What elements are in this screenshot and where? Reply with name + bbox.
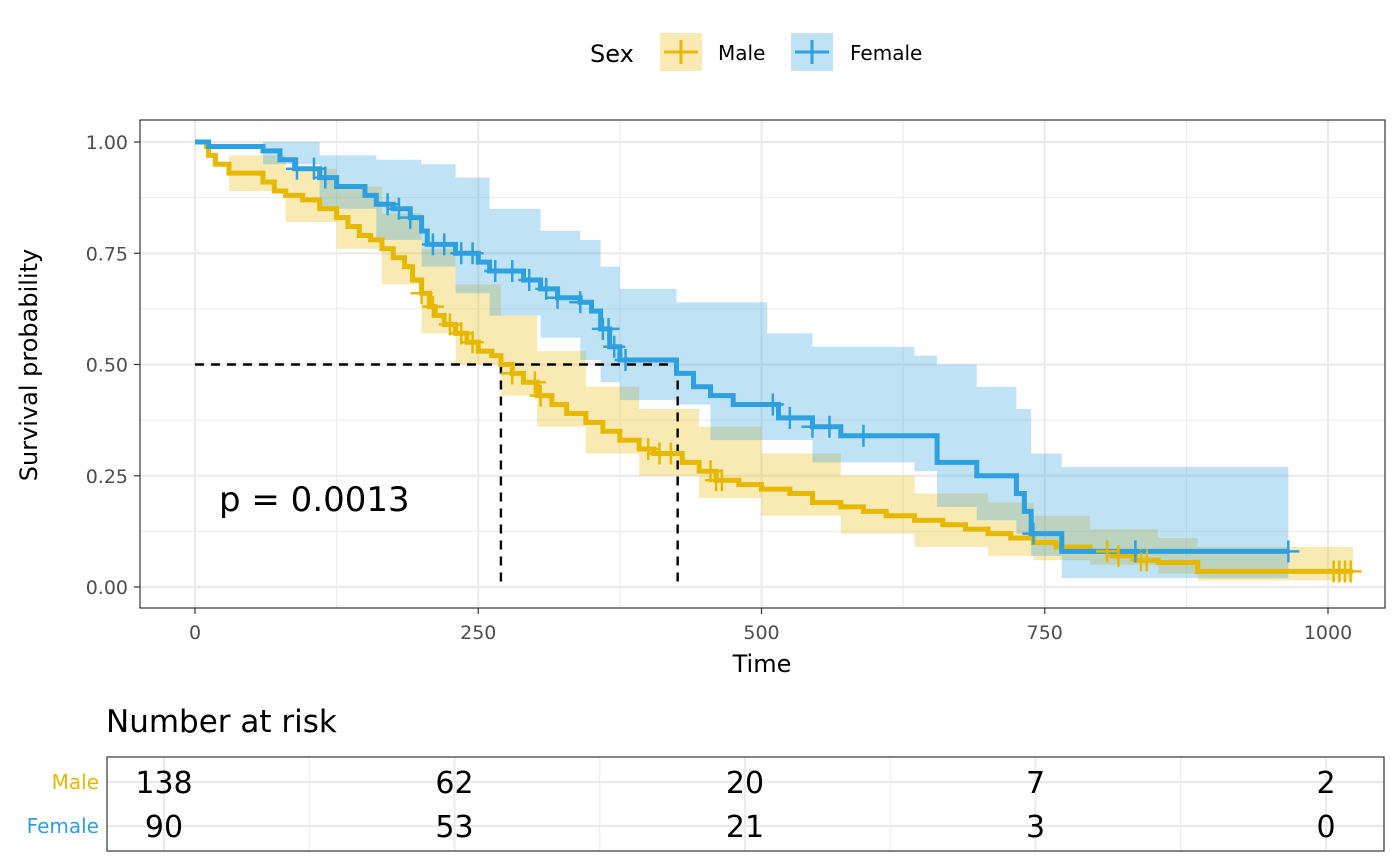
risk-table-title: Number at risk xyxy=(106,704,337,740)
censor-mark-female xyxy=(376,193,399,216)
plot-panel xyxy=(139,119,1386,609)
y-axis: 0.00 0.25 0.50 0.75 1.00 xyxy=(86,132,140,599)
censor-mark-female xyxy=(603,335,626,358)
censor-mark-female xyxy=(501,260,524,283)
censor-mark-female xyxy=(433,233,456,256)
legend-item-male: Male xyxy=(660,33,765,71)
censor-mark-male xyxy=(410,282,433,305)
censor-mark-male xyxy=(699,460,722,483)
censor-mark-female xyxy=(518,268,541,291)
risk-table: Number at risk 138 62 20 7 2 90 53 21 3 0 Male Fem… xyxy=(27,704,1385,852)
risk-count-male: 7 xyxy=(1026,766,1045,801)
risk-count-female: 3 xyxy=(1026,810,1045,845)
censor-mark-male xyxy=(438,313,461,336)
censor-mark-female xyxy=(569,291,592,314)
censor-mark-male xyxy=(1135,549,1158,572)
censor-mark-female xyxy=(597,317,620,340)
risk-count-female: 90 xyxy=(145,810,183,845)
censor-mark-female xyxy=(818,415,841,438)
censor-mark-female xyxy=(387,197,410,220)
censor-mark-female xyxy=(852,424,875,447)
censor-mark-female xyxy=(1277,540,1300,563)
risk-count-male: 138 xyxy=(135,766,192,801)
legend: Sex Male Female xyxy=(590,33,922,71)
censor-mark-female xyxy=(1124,540,1147,563)
y-tick-label: 0.00 xyxy=(86,577,128,599)
censor-mark-male xyxy=(1107,544,1130,567)
y-tick-label: 0.50 xyxy=(86,355,128,377)
legend-label-male: Male xyxy=(718,41,765,65)
censor-mark-female xyxy=(761,393,784,416)
legend-title: Sex xyxy=(590,40,634,68)
x-tick-label: 1000 xyxy=(1304,622,1352,644)
y-tick-label: 0.25 xyxy=(86,466,128,488)
y-tick-label: 0.75 xyxy=(86,243,128,265)
censor-mark-male xyxy=(461,331,484,354)
censor-mark-female xyxy=(535,277,558,300)
censor-mark-female xyxy=(614,349,637,372)
y-tick-label: 1.00 xyxy=(86,132,128,154)
censor-mark-male xyxy=(637,438,660,461)
risk-count-female: 0 xyxy=(1316,810,1335,845)
censor-mark-male xyxy=(529,384,552,407)
censor-mark-male xyxy=(710,469,733,492)
survival-curve-male xyxy=(195,139,1353,574)
risk-count-male: 20 xyxy=(726,766,764,801)
risk-row-label-female: Female xyxy=(27,814,99,838)
censor-mark-female xyxy=(778,406,801,429)
legend-item-female: Female xyxy=(791,33,922,71)
censor-mark-male xyxy=(659,442,682,465)
y-axis-title: Survival probability xyxy=(15,249,43,481)
censor-mark-male xyxy=(1096,540,1119,563)
censor-mark-female xyxy=(314,166,337,189)
risk-count-female: 53 xyxy=(435,810,473,845)
p-value-annotation: p = 0.0013 xyxy=(219,480,410,520)
x-tick-label: 500 xyxy=(743,622,779,644)
risk-count-male: 62 xyxy=(435,766,473,801)
x-axis-title: Time xyxy=(732,650,792,678)
censor-mark-male xyxy=(1339,560,1362,583)
censor-mark-female xyxy=(302,157,325,180)
x-tick-label: 750 xyxy=(1027,622,1063,644)
censor-mark-male xyxy=(523,371,546,394)
censor-mark-female xyxy=(399,206,422,229)
risk-count-male: 2 xyxy=(1316,766,1335,801)
risk-table-border xyxy=(106,756,1385,852)
x-axis: 0 250 500 750 1000 xyxy=(189,608,1352,644)
ci-band-male xyxy=(195,142,1353,581)
censor-mark-male xyxy=(501,362,524,385)
risk-row-label-male: Male xyxy=(52,770,99,794)
risk-count-female: 21 xyxy=(726,810,764,845)
censor-mark-female xyxy=(461,242,484,265)
x-tick-label: 0 xyxy=(189,622,201,644)
censor-mark-male xyxy=(421,295,444,318)
censor-mark-female xyxy=(1022,522,1045,545)
legend-label-female: Female xyxy=(850,41,922,65)
censor-mark-female xyxy=(546,286,569,309)
censor-mark-male xyxy=(450,322,473,345)
x-tick-label: 250 xyxy=(460,622,496,644)
